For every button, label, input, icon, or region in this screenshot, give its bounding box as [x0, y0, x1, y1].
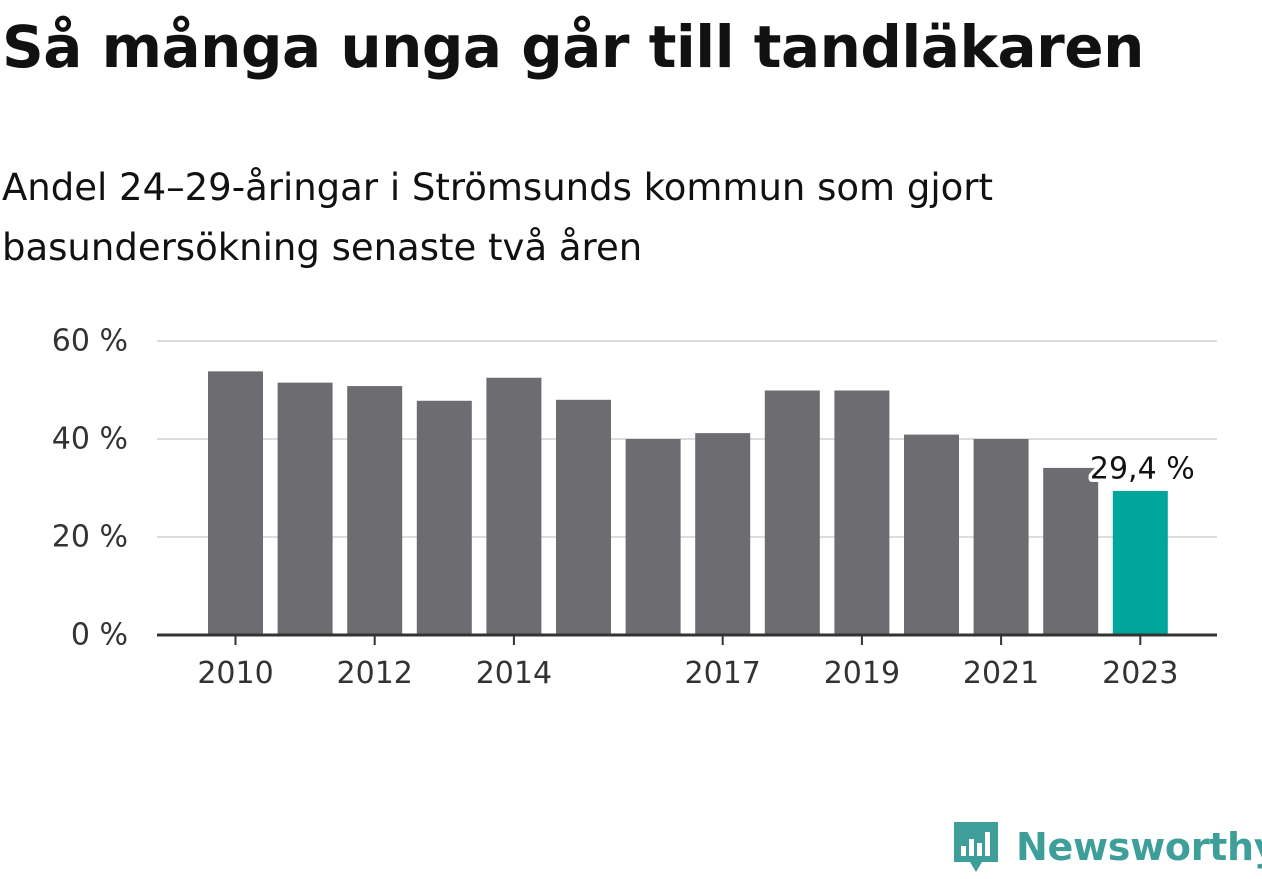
grid-lines — [157, 340, 1217, 538]
bar — [208, 371, 263, 635]
y-tick-label: 0 % — [71, 618, 128, 653]
newsworthy-logo-icon — [954, 822, 998, 872]
bar-chart: 0 % 20 % 40 % 60 % 2010 2012 2014 2017 2019 2021 2… — [52, 324, 1217, 691]
bar — [416, 400, 472, 635]
x-tick-label: 2017 — [685, 656, 761, 691]
bar — [764, 390, 820, 635]
bar — [347, 386, 403, 635]
bar — [973, 439, 1029, 635]
bar — [486, 377, 542, 635]
y-tick-label: 20 % — [52, 520, 128, 555]
y-tick-label: 40 % — [52, 422, 128, 457]
bar — [277, 382, 333, 635]
x-tick-label: 2019 — [824, 656, 900, 691]
y-tick-label: 60 % — [52, 324, 128, 359]
brand-logo: Newsworthy — [950, 815, 1262, 879]
x-tick-label: 2014 — [476, 656, 552, 691]
brand-name: Newsworthy — [1016, 825, 1262, 869]
labels: 29,4 %29,4 % — [1086, 448, 1198, 490]
bar — [834, 390, 890, 635]
highlight-value-label: 29,4 % — [1090, 451, 1195, 486]
x-tick-label: 2010 — [197, 656, 273, 691]
bar — [1043, 467, 1099, 635]
bar — [625, 439, 681, 635]
bar-highlight — [1112, 490, 1168, 635]
x-tick-label: 2021 — [963, 656, 1039, 691]
bar — [556, 399, 611, 635]
chart-subtitle: Andel 24–29-åringar i Strömsunds kommun … — [2, 166, 993, 269]
bars — [208, 371, 1168, 635]
axes: 0 % 20 % 40 % 60 % 2010 2012 2014 2017 2019 2021 2… — [52, 324, 1217, 691]
bar — [695, 433, 751, 635]
x-tick-label: 2023 — [1102, 656, 1178, 691]
highlight-label-halo: 29,4 % — [1090, 451, 1195, 486]
x-tick-label: 2012 — [337, 656, 413, 691]
bar — [904, 434, 959, 635]
chart-title: Så många unga går till tandläkaren — [2, 13, 1144, 81]
